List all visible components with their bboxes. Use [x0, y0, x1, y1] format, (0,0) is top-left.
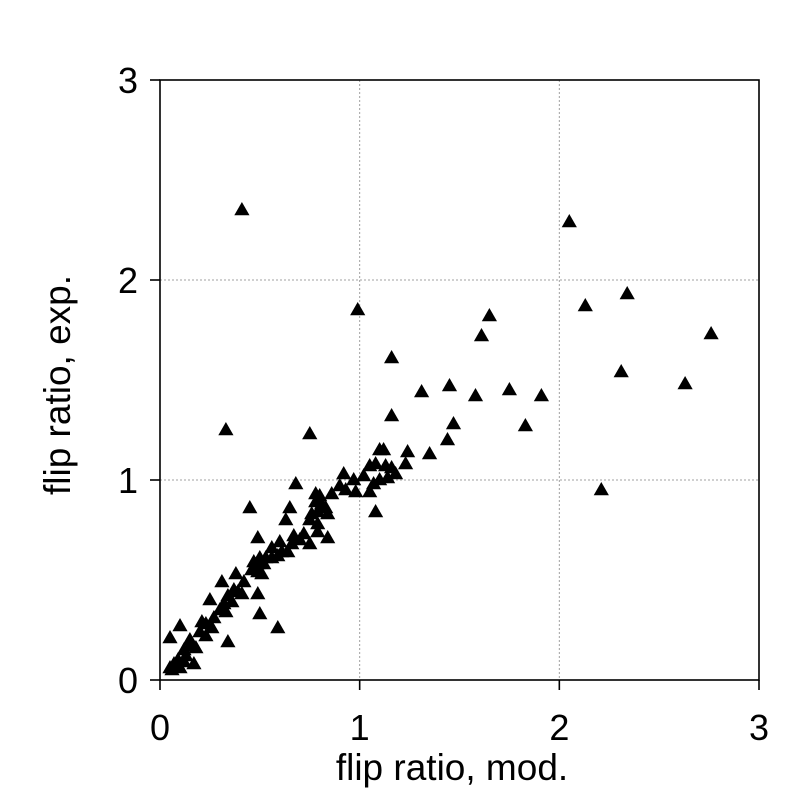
data-point-marker	[250, 530, 266, 544]
data-point-marker	[264, 540, 280, 554]
data-point-marker	[619, 286, 635, 300]
data-point-marker	[338, 482, 354, 496]
data-point-marker	[228, 566, 244, 580]
data-point-marker	[302, 426, 318, 440]
data-point-marker	[302, 512, 318, 526]
x-axis-title: flip ratio, mod.	[336, 747, 568, 788]
data-point-marker	[188, 640, 204, 654]
data-point-marker	[384, 350, 400, 364]
data-point-marker	[398, 456, 414, 470]
data-point-marker	[270, 548, 286, 562]
data-point-marker	[250, 586, 266, 600]
grid-lines	[160, 80, 759, 680]
data-point-marker	[384, 408, 400, 422]
data-point-marker	[473, 328, 490, 342]
y-tick-label: 1	[118, 460, 138, 501]
y-tick-label: 2	[118, 260, 138, 301]
plot-frame	[159, 79, 760, 681]
data-point-marker	[256, 556, 272, 570]
data-point-marker	[278, 512, 294, 526]
data-point-marker	[481, 308, 497, 322]
data-point-marker	[254, 566, 270, 580]
data-point-marker	[224, 594, 240, 608]
data-point-marker	[677, 376, 693, 390]
data-point-marker	[186, 656, 202, 670]
data-point-marker	[214, 574, 230, 588]
data-point-marker	[356, 468, 372, 482]
data-point-marker	[388, 466, 404, 480]
data-point-marker	[220, 634, 236, 648]
data-points	[162, 202, 719, 676]
data-point-marker	[372, 472, 388, 486]
data-point-marker	[272, 534, 288, 548]
data-point-marker	[577, 298, 593, 312]
data-point-marker	[162, 630, 178, 644]
y-axis-title: flip ratio, exp.	[37, 275, 78, 495]
data-point-marker	[439, 432, 456, 446]
data-point-marker	[310, 524, 326, 538]
y-tick-label: 0	[118, 660, 138, 701]
data-point-marker	[252, 606, 268, 620]
data-point-marker	[441, 378, 458, 392]
data-point-marker	[348, 484, 364, 498]
data-point-marker	[236, 574, 252, 588]
data-point-marker	[350, 302, 366, 316]
axis-ticks: 0 1 2 3 0 1 2 3	[118, 60, 769, 748]
data-point-marker	[204, 620, 220, 634]
data-point-marker	[320, 506, 336, 520]
data-point-marker	[234, 586, 250, 600]
data-point-marker	[400, 444, 416, 458]
data-point-marker	[206, 610, 222, 624]
data-point-marker	[324, 486, 340, 500]
data-point-marker	[421, 446, 438, 460]
x-tick-label: 2	[549, 707, 569, 748]
data-point-marker	[414, 384, 430, 398]
data-point-marker	[310, 516, 326, 530]
data-point-marker	[292, 532, 308, 546]
data-point-marker	[368, 504, 384, 518]
data-point-marker	[170, 658, 186, 672]
data-point-marker	[703, 326, 719, 340]
data-point-marker	[218, 422, 234, 436]
data-point-marker	[561, 214, 577, 228]
data-point-marker	[198, 628, 214, 642]
data-point-marker	[467, 388, 484, 402]
data-point-marker	[517, 418, 533, 432]
data-point-marker	[368, 456, 384, 470]
data-point-marker	[218, 604, 234, 618]
data-point-marker	[593, 482, 609, 496]
data-point-marker	[242, 500, 258, 514]
data-point-marker	[346, 472, 362, 486]
data-point-marker	[302, 536, 318, 550]
y-tick-label: 3	[118, 60, 138, 101]
data-point-marker	[501, 382, 517, 396]
x-tick-label: 1	[350, 707, 370, 748]
data-point-marker	[234, 202, 250, 216]
data-point-marker	[376, 442, 392, 456]
data-point-marker	[320, 530, 336, 544]
data-point-marker	[172, 618, 188, 632]
x-tick-label: 3	[749, 707, 769, 748]
data-point-marker	[336, 466, 352, 480]
data-point-marker	[280, 544, 296, 558]
data-point-marker	[270, 620, 286, 634]
data-point-marker	[362, 484, 378, 498]
data-point-marker	[282, 500, 298, 514]
data-point-marker	[202, 592, 218, 606]
data-point-marker	[445, 416, 462, 430]
data-point-marker	[533, 388, 549, 402]
x-tick-label: 0	[150, 707, 170, 748]
data-point-marker	[288, 476, 304, 490]
data-point-marker	[613, 364, 629, 378]
